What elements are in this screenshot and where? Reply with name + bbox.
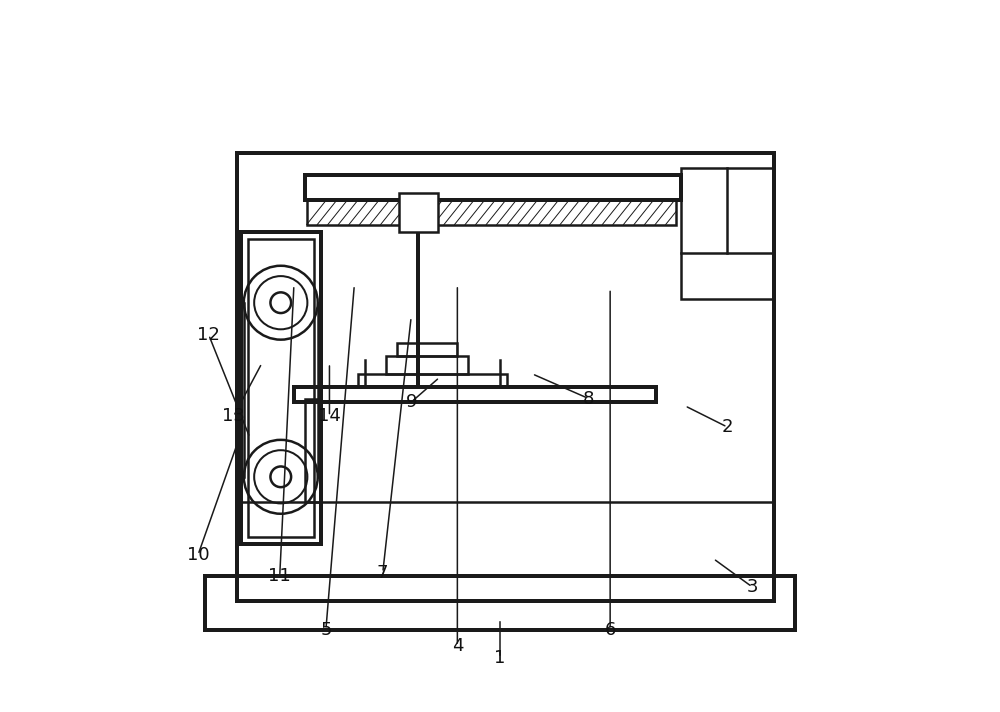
Bar <box>248 239 314 538</box>
Text: 13: 13 <box>222 407 245 425</box>
Text: 4: 4 <box>452 637 463 655</box>
Text: 3: 3 <box>747 578 758 596</box>
Bar <box>386 356 468 374</box>
Text: 8: 8 <box>583 389 595 408</box>
Bar <box>205 576 795 629</box>
Text: 14: 14 <box>318 407 341 425</box>
Bar <box>397 343 457 356</box>
Text: 9: 9 <box>405 393 417 412</box>
Bar <box>237 154 774 601</box>
Text: 12: 12 <box>197 325 220 344</box>
Text: 6: 6 <box>604 621 616 639</box>
Text: 10: 10 <box>187 546 209 564</box>
Text: 7: 7 <box>377 564 388 582</box>
Bar <box>305 399 320 502</box>
Text: 2: 2 <box>722 418 733 436</box>
Bar <box>241 231 321 544</box>
Bar <box>358 374 507 387</box>
Bar <box>307 199 676 224</box>
Bar <box>294 387 656 402</box>
Bar <box>681 168 774 299</box>
Bar <box>399 192 438 231</box>
Text: 1: 1 <box>494 649 506 667</box>
Text: 5: 5 <box>320 621 332 639</box>
Bar <box>305 174 681 199</box>
Text: 11: 11 <box>268 567 291 585</box>
